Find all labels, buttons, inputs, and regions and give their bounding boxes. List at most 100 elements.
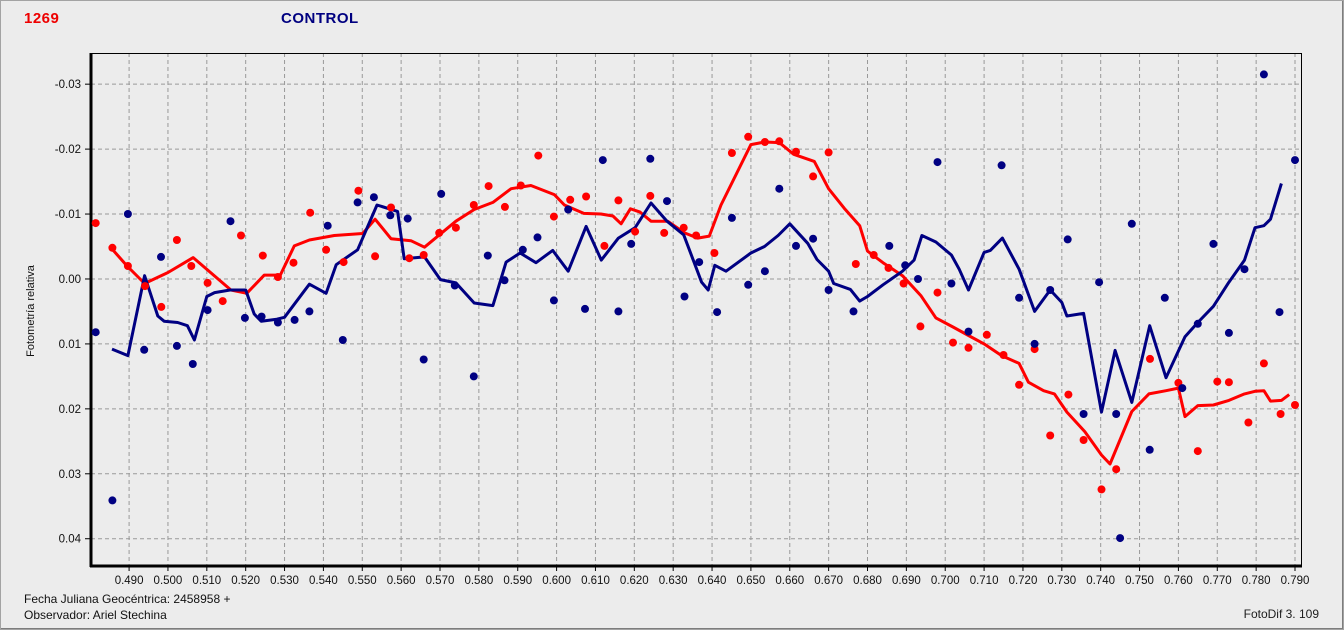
target-1269-dot: [322, 245, 331, 254]
target-1269-dot: [172, 236, 181, 244]
control-dot: [775, 184, 784, 193]
control-dot: [386, 211, 395, 220]
y-tick-label: 0.00: [59, 274, 81, 286]
control-points: [91, 70, 1299, 543]
target-1269-dot: [549, 212, 558, 221]
x-tick-label: 0.530: [270, 575, 299, 587]
control-dot: [140, 345, 149, 354]
control-dot: [500, 276, 509, 285]
target-1269-dot: [534, 151, 543, 160]
control-dot: [727, 213, 736, 222]
control-dot: [240, 313, 249, 322]
target-1269-dot: [516, 181, 525, 190]
control-dot: [885, 241, 894, 250]
app-version-text: FotoDif 3. 109: [1243, 607, 1319, 621]
target-1269-dot: [218, 297, 227, 306]
x-tick-label: 0.570: [426, 575, 455, 587]
target-1269-dot: [646, 191, 655, 200]
observer-text: Observador: Ariel Stechina: [24, 608, 167, 622]
control-dot: [1193, 319, 1202, 328]
control-dot: [598, 156, 607, 165]
julian-date-text: Fecha Juliana Geocéntrica: 2458958 +: [24, 592, 231, 606]
control-dot: [581, 304, 589, 313]
control-dot: [933, 158, 942, 167]
control-dot: [369, 193, 378, 202]
target-1269-dot: [141, 282, 149, 291]
control-dot: [338, 336, 347, 344]
control-dot: [518, 245, 527, 254]
control-dot: [680, 292, 689, 301]
y-tick-label: 0.04: [59, 534, 82, 546]
control-dot: [760, 267, 769, 276]
target-1269-dot: [1291, 401, 1299, 409]
y-tick-label: 0.02: [59, 404, 81, 416]
control-dot: [469, 372, 478, 381]
control-dot: [809, 234, 818, 243]
target-1269-mean-line: [110, 140, 1291, 466]
control-dot: [901, 261, 910, 270]
x-tick-label: 0.580: [464, 575, 493, 587]
target-1269-dot: [1193, 447, 1202, 456]
target-1269-dot: [258, 251, 267, 260]
control-dot: [323, 221, 332, 230]
control-dot: [792, 241, 800, 250]
control-dot: [1178, 384, 1187, 393]
x-tick-label: 0.500: [154, 575, 183, 587]
control-dot: [1015, 293, 1024, 302]
target-1269-dot: [273, 273, 282, 281]
control-dot: [1145, 445, 1154, 454]
target-1269-dot: [933, 288, 942, 297]
control-dot: [403, 214, 412, 223]
target-1269-dot: [419, 251, 428, 259]
target-1269-dot: [371, 252, 380, 261]
control-dot: [1046, 286, 1055, 294]
target-1269-dot: [435, 228, 444, 237]
x-tick-label: 0.740: [1086, 575, 1115, 587]
target-1269-dot: [91, 219, 100, 228]
y-tick-label: 0.03: [59, 469, 81, 481]
target-1269-dot: [157, 302, 166, 311]
control-dot: [273, 318, 282, 327]
x-tick-label: 0.560: [387, 575, 416, 587]
control-dot: [203, 306, 212, 315]
control-dot: [627, 239, 636, 248]
x-tick-label: 0.710: [970, 575, 999, 587]
target-1269-dot: [710, 249, 719, 257]
x-tick-label: 0.700: [931, 575, 960, 587]
x-tick-label: 0.680: [853, 575, 882, 587]
x-tick-label: 0.780: [1242, 575, 1271, 587]
control-dot: [614, 307, 623, 316]
control-dot: [1275, 308, 1284, 317]
target-1269-dot: [916, 322, 925, 331]
target-1269-dot: [1213, 377, 1222, 386]
target-1269-dot: [1079, 436, 1088, 444]
target-1269-dot: [484, 182, 493, 191]
target-number-title: 1269: [24, 10, 60, 27]
target-1269-dot: [899, 279, 908, 288]
control-dot: [549, 296, 558, 305]
control-dot: [964, 327, 973, 336]
target-1269-dot: [1112, 465, 1121, 474]
control-dot: [1116, 534, 1125, 543]
control-dot: [226, 217, 235, 226]
target-1269-dot: [727, 149, 736, 157]
control-dot: [157, 252, 165, 261]
control-dot: [1079, 410, 1088, 418]
x-tick-label: 0.770: [1203, 575, 1232, 587]
target-1269-dot: [1224, 378, 1233, 387]
control-dot: [437, 189, 446, 198]
control-dot: [419, 355, 428, 364]
y-tick-label: 0.01: [59, 339, 81, 351]
x-tick-label: 0.520: [231, 575, 260, 587]
control-dot: [450, 281, 459, 290]
x-tick-label: 0.490: [115, 575, 144, 587]
target-1269-dot: [108, 243, 117, 252]
target-1269-dot: [354, 186, 363, 195]
x-tick-label: 0.590: [503, 575, 532, 587]
control-dot: [1209, 239, 1218, 248]
target-1269-dot: [306, 208, 315, 217]
target-1269-dot: [1046, 431, 1055, 440]
control-dot: [646, 154, 655, 163]
target-1269-dot: [237, 231, 245, 240]
